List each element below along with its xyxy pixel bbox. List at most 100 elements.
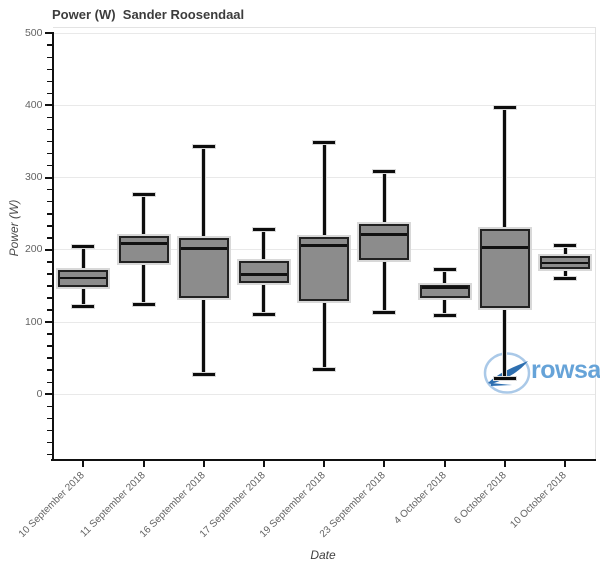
y-tick-label: 200 xyxy=(24,243,43,256)
x-tick xyxy=(82,461,85,467)
median-line xyxy=(120,242,167,245)
median-line xyxy=(60,276,107,280)
median-line xyxy=(301,244,348,247)
y-tick-minor xyxy=(47,92,53,95)
whisker-cap-lower xyxy=(433,314,456,318)
y-tick-minor xyxy=(47,357,53,359)
y-tick-minor xyxy=(47,369,53,371)
median-line xyxy=(180,247,227,250)
median-line xyxy=(240,273,287,276)
whisker-lower xyxy=(81,286,85,307)
whisker-upper xyxy=(202,146,206,239)
y-tick-minor xyxy=(47,44,53,46)
chart-title: Power (W) Sander Roosendaal xyxy=(52,7,245,22)
y-tick-minor xyxy=(47,128,53,131)
whisker-upper xyxy=(142,194,146,237)
plot-border-right xyxy=(595,26,596,460)
whisker-cap-upper xyxy=(493,106,516,110)
y-tick-minor xyxy=(47,333,53,335)
y-tick-major xyxy=(44,32,53,35)
y-tick-label: 500 xyxy=(24,26,43,39)
y-tick-minor xyxy=(47,285,53,287)
y-tick-minor xyxy=(47,56,53,59)
y-tick-minor xyxy=(47,297,53,299)
y-tick-major xyxy=(44,104,53,107)
whisker-cap-upper xyxy=(72,245,95,249)
y-tick-minor xyxy=(47,68,53,71)
whisker-lower xyxy=(503,308,507,379)
y-tick-minor xyxy=(47,417,53,420)
whisker-cap-upper xyxy=(554,244,577,248)
y-tick-minor xyxy=(47,273,53,275)
y-tick-major xyxy=(44,248,53,251)
whisker-cap-lower xyxy=(373,311,396,315)
y-tick-major xyxy=(44,393,53,396)
y-tick-minor xyxy=(47,164,53,167)
whisker-cap-upper xyxy=(373,170,396,174)
box xyxy=(299,236,350,302)
median-line xyxy=(421,286,468,289)
whisker-cap-lower xyxy=(72,305,95,309)
whisker-lower xyxy=(262,283,266,315)
x-axis-line xyxy=(50,459,596,461)
whisker-lower xyxy=(443,298,447,316)
x-tick xyxy=(202,461,205,467)
y-tick-minor xyxy=(47,441,53,444)
box xyxy=(359,223,410,260)
x-tick xyxy=(142,461,145,467)
x-tick xyxy=(564,461,567,467)
gridline xyxy=(52,104,595,106)
median-line xyxy=(542,261,589,265)
box xyxy=(479,228,530,309)
whisker-lower xyxy=(382,259,386,313)
y-tick-minor xyxy=(47,152,53,155)
y-tick-minor xyxy=(47,345,53,347)
whisker-cap-upper xyxy=(313,141,336,145)
y-tick-minor xyxy=(47,200,53,203)
median-line xyxy=(361,233,408,236)
box xyxy=(238,261,289,284)
y-tick-minor xyxy=(47,188,53,191)
whisker-upper xyxy=(563,245,567,257)
y-tick-minor xyxy=(47,453,53,456)
whisker-upper xyxy=(503,107,507,229)
y-tick-minor xyxy=(47,405,53,408)
watermark-text: rowsandall xyxy=(531,356,600,384)
whisker-cap-lower xyxy=(252,312,275,316)
watermark-logo: rowsandall xyxy=(482,349,600,395)
whisker-lower xyxy=(202,297,206,375)
whisker-cap-lower xyxy=(132,303,155,307)
x-tick xyxy=(503,461,506,467)
whisker-upper xyxy=(382,171,386,224)
x-tick xyxy=(262,461,265,467)
whisker-lower xyxy=(563,269,567,279)
whisker-upper xyxy=(322,142,326,237)
y-tick-label: 300 xyxy=(24,171,43,184)
y-tick-minor xyxy=(47,116,53,119)
whisker-upper xyxy=(443,269,447,286)
whisker-cap-upper xyxy=(252,228,275,232)
y-tick-minor xyxy=(47,261,53,263)
y-tick-label: 0 xyxy=(36,387,43,400)
y-tick-minor xyxy=(47,140,53,143)
box xyxy=(118,236,169,263)
y-tick-major xyxy=(44,321,53,324)
gridline xyxy=(52,32,595,34)
whisker-cap-lower xyxy=(313,367,336,371)
whisker-cap-lower xyxy=(192,372,215,376)
y-tick-minor xyxy=(47,225,53,227)
y-tick-minor xyxy=(47,381,53,383)
y-tick-label: 100 xyxy=(24,315,43,328)
y-tick-label: 400 xyxy=(24,98,43,111)
median-line xyxy=(481,246,528,249)
whisker-upper xyxy=(262,229,266,262)
y-tick-major xyxy=(44,176,53,179)
gridline xyxy=(52,393,595,395)
plot-border-top xyxy=(52,26,595,28)
y-tick-minor xyxy=(47,309,53,311)
whisker-cap-upper xyxy=(132,193,155,197)
whisker-upper xyxy=(81,246,85,271)
x-tick xyxy=(383,461,386,467)
